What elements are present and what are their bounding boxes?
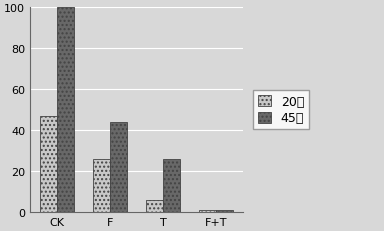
Bar	[93, 159, 110, 212]
Bar	[199, 210, 216, 212]
Bar	[57, 8, 74, 212]
Bar	[110, 122, 127, 212]
Bar	[146, 200, 163, 212]
Bar	[40, 116, 57, 212]
Bar	[163, 159, 180, 212]
Bar	[216, 210, 233, 212]
Legend: 20天, 45天: 20天, 45天	[253, 90, 309, 130]
